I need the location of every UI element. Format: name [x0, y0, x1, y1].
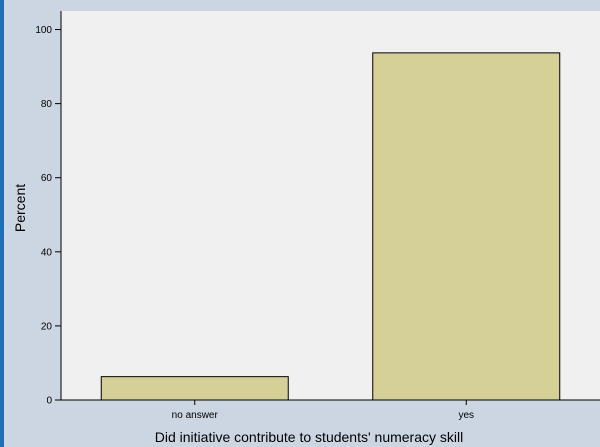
y-tick-label: 0 [46, 396, 52, 407]
bar-no-answer [100, 376, 289, 401]
x-tick-label: yes [458, 410, 474, 421]
bar-chart: 0 20 40 60 80 100 no answer yes Percent Did in… [12, 11, 600, 445]
y-tick-label: 60 [41, 173, 53, 184]
y-tick-label: 40 [41, 247, 53, 258]
x-ticks-group: no answer yes [172, 400, 474, 421]
y-ticks-group: 0 20 40 60 80 100 [35, 25, 61, 407]
y-tick-label: 80 [41, 99, 53, 110]
bar-yes [372, 52, 561, 401]
x-tick-label: no answer [172, 410, 219, 421]
y-axis-title: Percent [12, 184, 28, 232]
y-tick-label: 100 [35, 25, 52, 36]
y-tick-label: 20 [41, 321, 53, 332]
bars-group [100, 52, 561, 401]
x-axis-title: Did initiative contribute to students' n… [155, 429, 463, 445]
